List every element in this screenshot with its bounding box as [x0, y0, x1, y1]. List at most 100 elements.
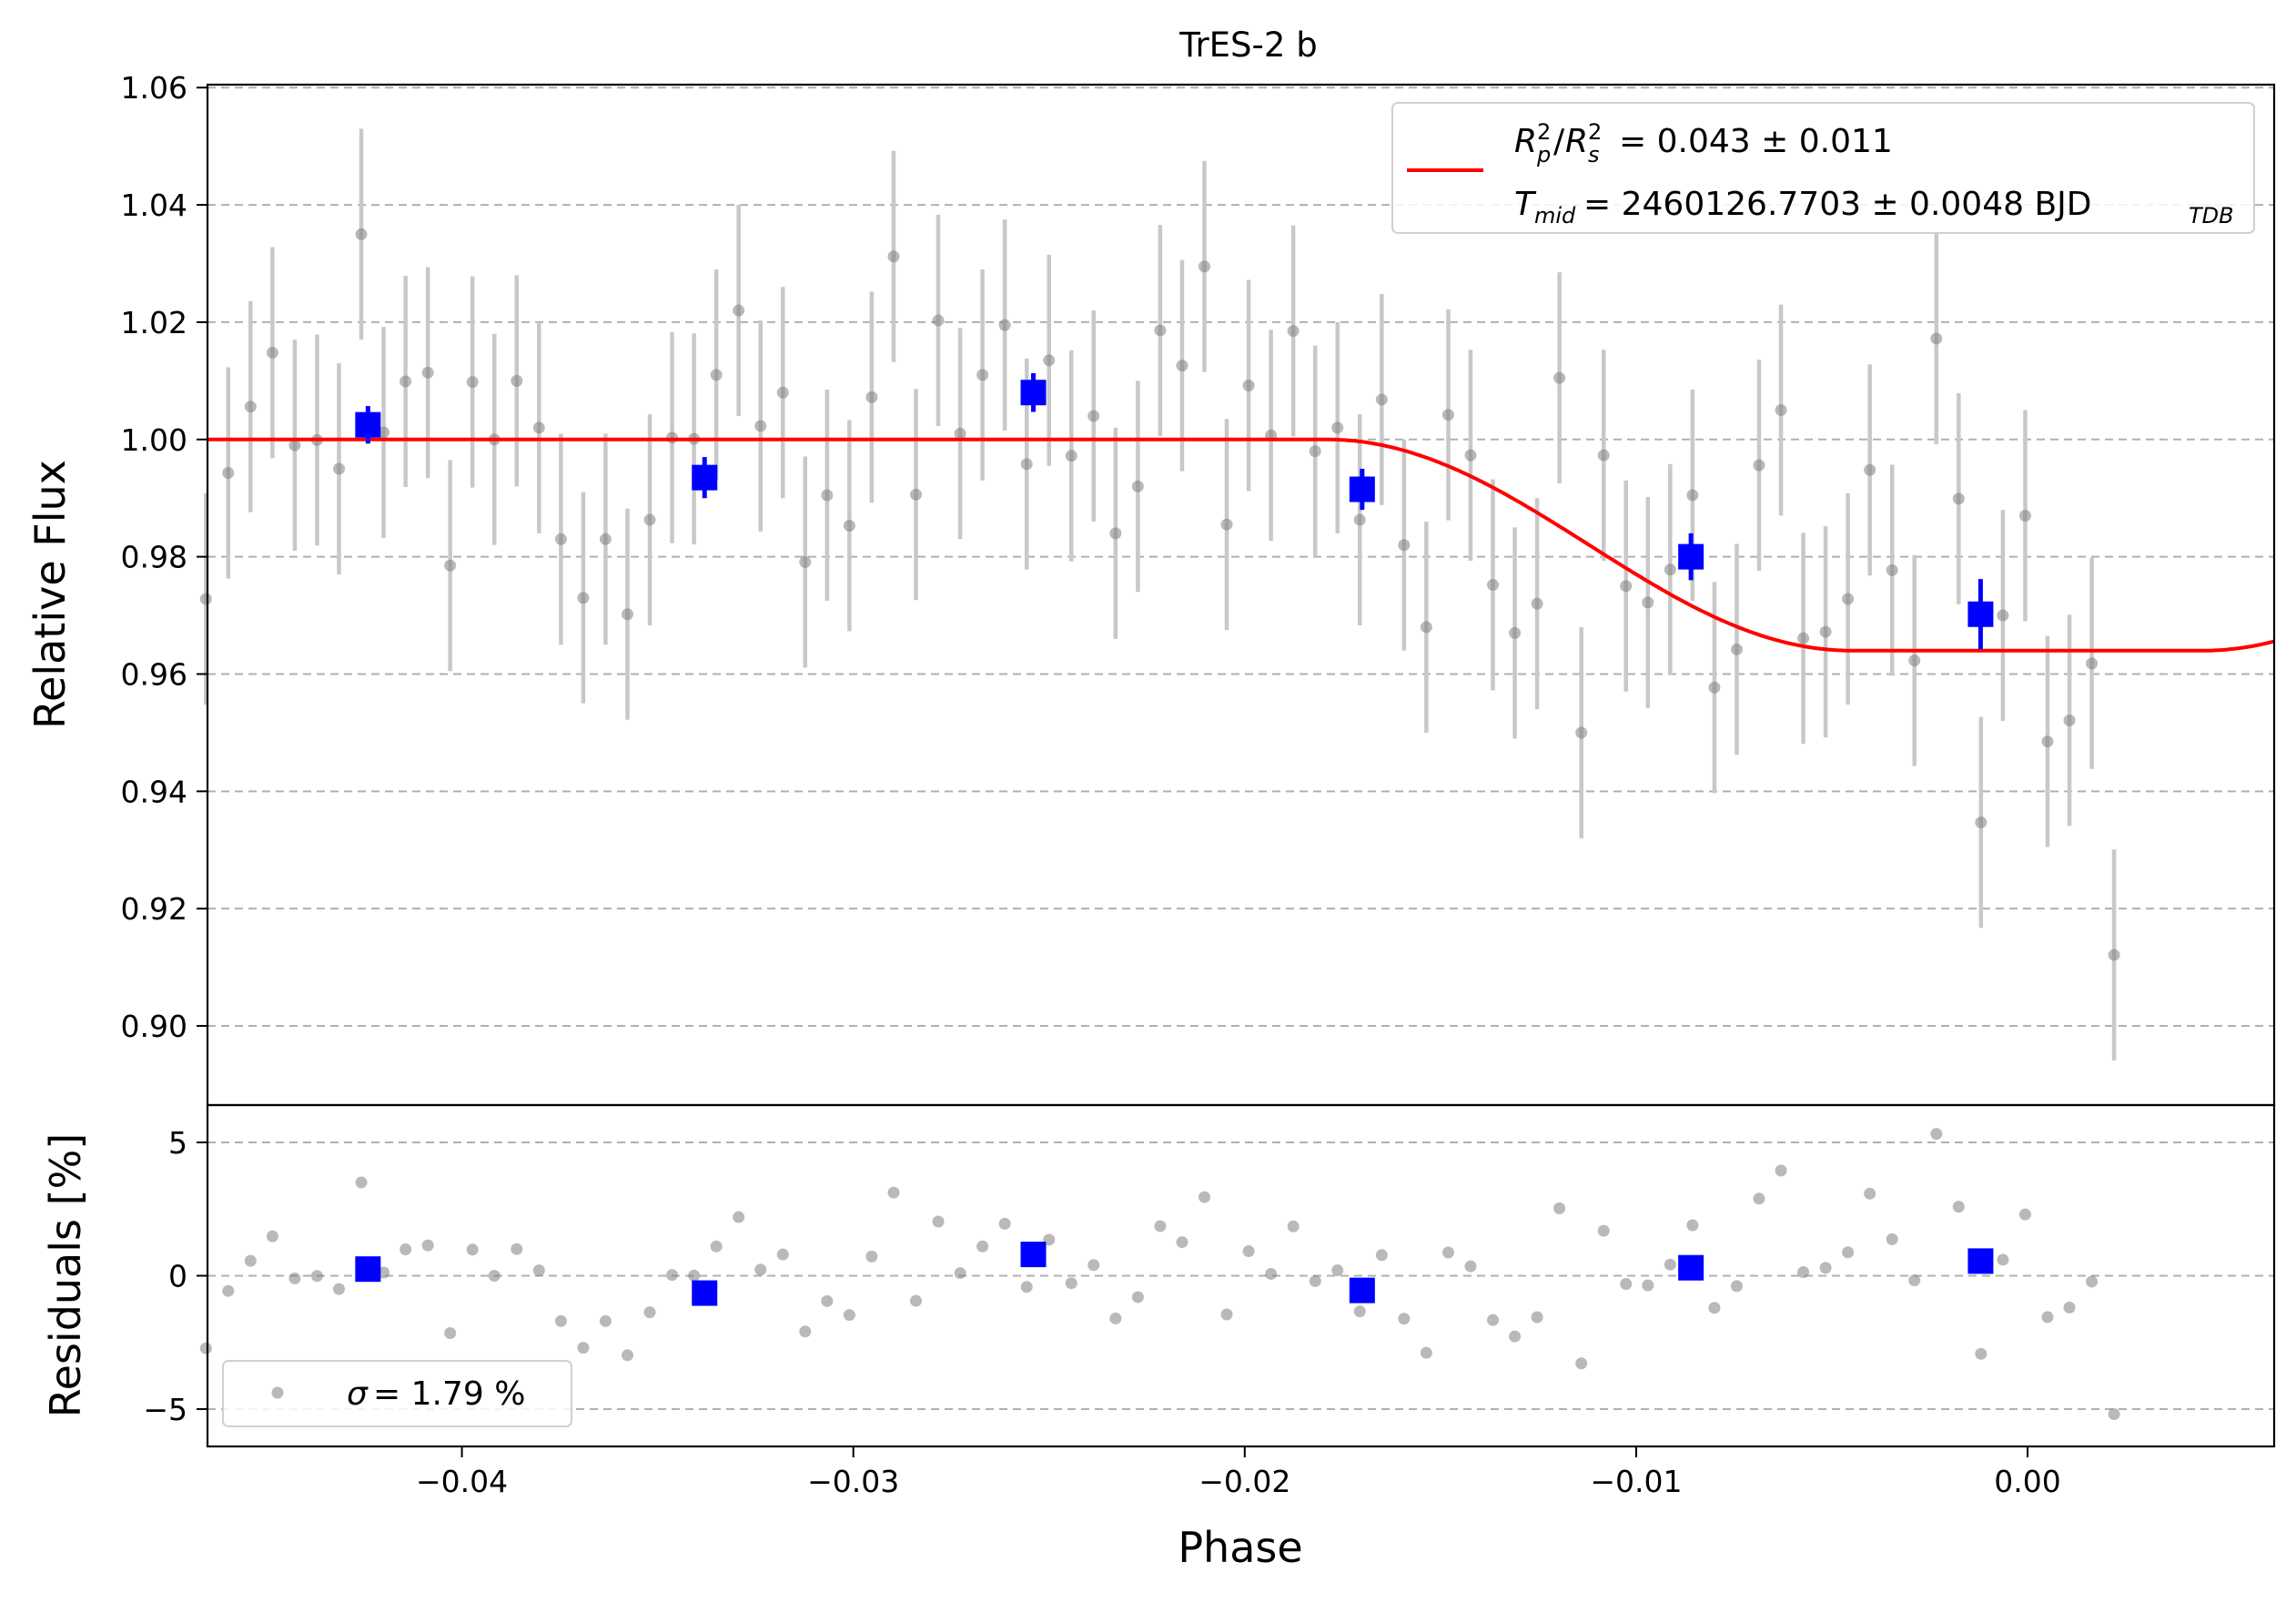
residual-point [910, 1294, 923, 1307]
svg-text:/: / [1553, 123, 1565, 160]
residuals-legend-box [222, 1360, 572, 1427]
residual-point [2018, 1208, 2031, 1221]
raw-point [1509, 626, 1522, 639]
residual-point [1242, 1245, 1255, 1258]
raw-point [1553, 371, 1566, 384]
lightcurve-panel: 0.90 0.92 0.94 0.96 0.98 1.00 1.02 1.04 1.06 Rel… [25, 70, 2276, 1107]
residual-point [954, 1267, 966, 1280]
residuals-legend: σ = 1.79 % [222, 1360, 572, 1427]
legend-tmid-value: = 2460126.7703 ± 0.0048 BJD [1583, 186, 2092, 223]
raw-point [932, 314, 945, 327]
residual-point [1686, 1219, 1699, 1232]
raw-point [1864, 463, 1876, 476]
raw-point [1309, 445, 1321, 458]
raw-point [1575, 726, 1588, 739]
residual-point [710, 1240, 723, 1253]
lightcurve-y-tick-label: 1.02 [121, 305, 187, 340]
residual-point [466, 1243, 479, 1256]
x-tick-label: −0.02 [1199, 1464, 1290, 1499]
lightcurve-legend: R 2 p / R 2 s = 0.043 ± 0.011 T mid = 24… [1391, 102, 2255, 234]
raw-point [622, 608, 634, 621]
svg-text:R: R [1514, 123, 1537, 160]
lightcurve-raw-points [199, 228, 2120, 961]
residual-point [865, 1250, 878, 1263]
residual-point [1353, 1305, 1366, 1318]
lightcurve-binned-points [355, 372, 1994, 650]
residual-point [1730, 1280, 1743, 1293]
raw-point [1486, 579, 1499, 592]
raw-point [244, 401, 257, 413]
x-axis-label: Phase [1178, 1523, 1302, 1572]
raw-point [1620, 580, 1633, 593]
raw-point [1775, 404, 1787, 417]
svg-text:R: R [1565, 123, 1588, 160]
lightcurve-y-tick-label: 1.00 [121, 422, 187, 458]
raw-point [1065, 450, 1077, 462]
residual-point [1198, 1191, 1210, 1203]
lightcurve-y-ticks: 0.90 0.92 0.94 0.96 0.98 1.00 1.02 1.04 1.06 [121, 70, 207, 1044]
residual-point [1775, 1164, 1787, 1177]
svg-text:s: s [1588, 142, 1600, 167]
residual-point [1908, 1273, 1921, 1286]
residual-point [1331, 1264, 1344, 1277]
legend-residual-marker [271, 1386, 284, 1399]
residual-point [754, 1263, 767, 1276]
raw-point [1287, 325, 1300, 338]
raw-point [1131, 480, 1144, 492]
residuals-panel: −5 0 5 −0.04 −0.03 −0.02 −0.01 0.00 Phase Resi… [41, 1103, 2276, 1572]
residual-point [1930, 1128, 1943, 1141]
raw-point [954, 427, 966, 440]
residual-point [1819, 1262, 1832, 1274]
residual-point [1176, 1236, 1188, 1249]
residual-point [1753, 1192, 1765, 1205]
raw-point [1375, 393, 1388, 406]
residual-point [1553, 1202, 1566, 1214]
residual-point [976, 1240, 989, 1253]
residual-point [288, 1272, 301, 1284]
residual-point [1952, 1201, 1965, 1213]
residual-point [511, 1243, 523, 1255]
raw-point [1109, 527, 1122, 540]
residual-point [1309, 1274, 1321, 1287]
raw-point [1353, 513, 1366, 526]
residual-point [1531, 1311, 1543, 1324]
raw-point [1242, 380, 1255, 392]
residual-point [733, 1211, 745, 1223]
residual-point [199, 1342, 212, 1354]
lightcurve-y-tick-label: 0.96 [121, 656, 187, 692]
raw-point [643, 513, 656, 526]
raw-point [444, 559, 457, 572]
binned-residual-point [1349, 1277, 1375, 1304]
raw-point [333, 462, 346, 475]
residual-point [1020, 1281, 1033, 1294]
residual-point [1131, 1291, 1144, 1304]
raw-point [1531, 597, 1543, 610]
raw-point [577, 592, 590, 604]
raw-point [1686, 489, 1699, 502]
lightcurve-y-axis-label: Relative Flux [25, 460, 75, 729]
residual-point [2086, 1275, 2099, 1288]
svg-text:2: 2 [1588, 119, 1602, 145]
chart-title: TrES-2 b [1178, 25, 1317, 65]
residuals-binned-points [355, 1242, 1994, 1306]
binned-point [1678, 543, 1704, 570]
legend-sigma-value: = 1.79 % [373, 1375, 525, 1413]
x-tick-label: −0.04 [416, 1464, 508, 1499]
raw-point [1997, 609, 2009, 622]
raw-point [887, 250, 900, 263]
raw-point [1043, 354, 1056, 367]
raw-point [1331, 421, 1344, 434]
raw-point [1441, 409, 1454, 421]
raw-point [910, 488, 923, 501]
residual-point [1575, 1357, 1588, 1370]
raw-point [1087, 410, 1100, 422]
residual-point [333, 1283, 346, 1295]
residual-point [821, 1294, 834, 1307]
residual-point [688, 1269, 701, 1282]
residual-point [1842, 1246, 1855, 1259]
residual-point [400, 1243, 412, 1255]
residual-point [1220, 1308, 1233, 1321]
raw-point [1908, 654, 1921, 667]
